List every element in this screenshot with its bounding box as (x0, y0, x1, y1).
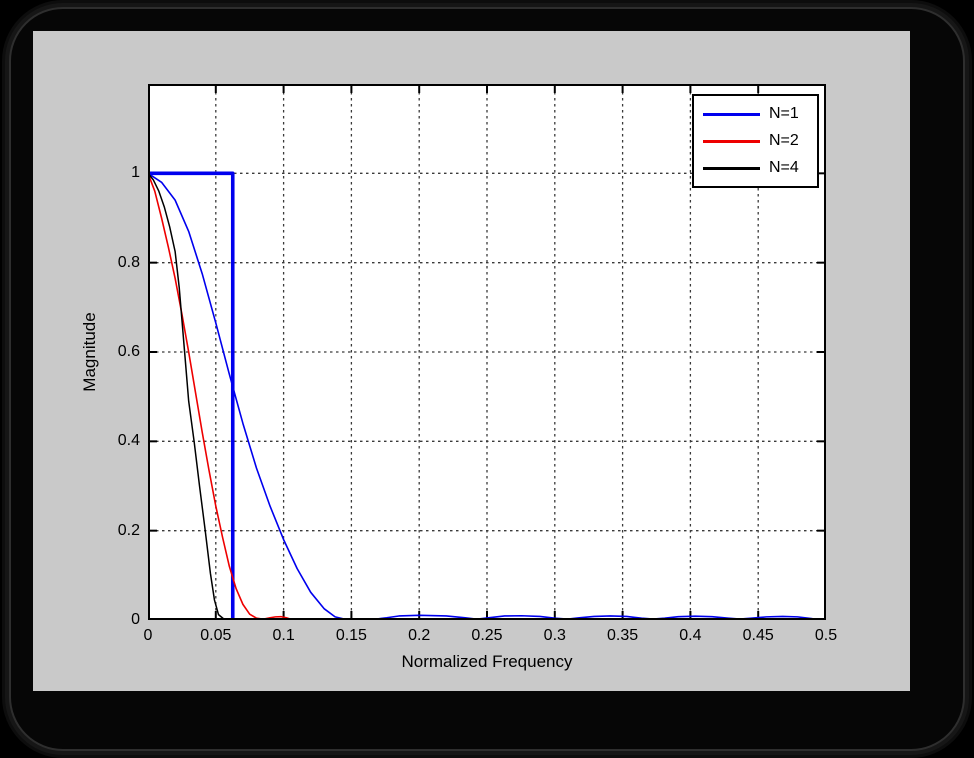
x-tick-label: 0.1 (272, 627, 295, 644)
legend-entry: N=2 (694, 132, 817, 150)
legend-entry-label: N=2 (769, 132, 799, 149)
y-tick-label: 0 (131, 611, 140, 628)
x-tick-label: 0.05 (200, 627, 232, 644)
x-tick-label: 0.45 (742, 627, 774, 644)
y-tick-label: 0.8 (117, 253, 140, 271)
x-tick-label: 0 (143, 627, 153, 644)
legend-entry-label: N=1 (769, 105, 799, 122)
y-tick-label: 0.2 (117, 521, 140, 539)
legend-entry: N=4 (694, 159, 817, 177)
x-tick-label: 0.2 (408, 627, 431, 644)
figure-panel: Magnitude Normalized Frequency N=1 N=2 N… (33, 31, 910, 691)
legend-entry-label: N=4 (769, 159, 799, 176)
y-tick-label: 0.4 (117, 432, 140, 450)
axes-box (148, 84, 826, 620)
legend-line-sample-black (703, 166, 760, 170)
y-tick-label: 0.6 (117, 343, 140, 360)
x-tick-label: 0.5 (814, 627, 838, 644)
series-N=4 (148, 172, 225, 620)
x-axis-title: Normalized Frequency (401, 652, 573, 671)
legend-line-sample-blue (703, 112, 760, 116)
y-tick-label: 1 (131, 164, 140, 182)
x-tick-label: 0.3 (543, 627, 566, 644)
x-tick-label: 0.4 (679, 627, 702, 644)
legend-entry: N=1 (694, 105, 817, 123)
legend-line-sample-red (703, 139, 760, 143)
series-N=2 (148, 173, 292, 620)
x-tick-label: 0.25 (471, 627, 503, 644)
series-N=1 (148, 172, 824, 620)
plot-canvas (148, 84, 826, 620)
series-ideal-lowpass-rectangle (148, 171, 235, 619)
x-tick-label: 0.35 (607, 627, 639, 644)
legend-box: N=1 N=2 N=4 (692, 94, 819, 188)
x-tick-label: 0.15 (335, 627, 367, 644)
